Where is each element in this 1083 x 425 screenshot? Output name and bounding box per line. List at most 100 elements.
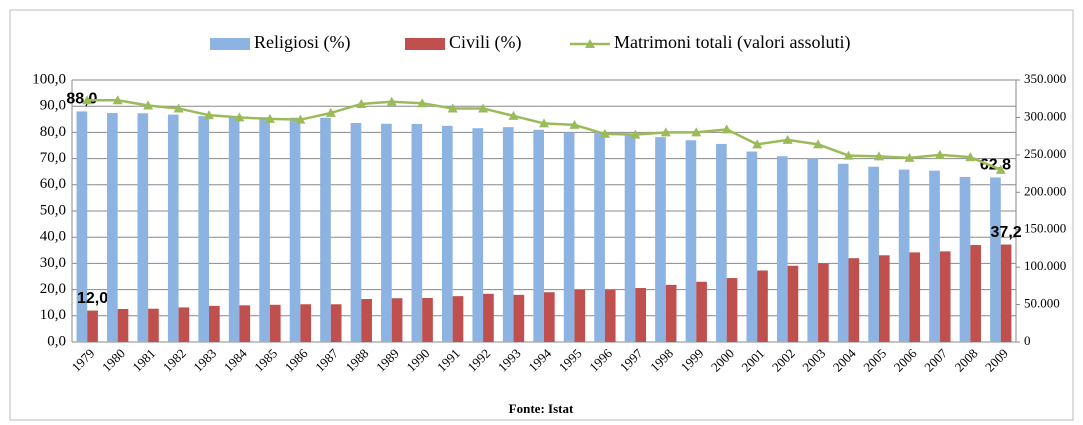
bar [1000, 244, 1012, 342]
legend-label: Matrimoni totali (valori assoluti) [614, 32, 850, 53]
y-tick-label: 10,0 [40, 307, 66, 323]
bar [198, 116, 210, 342]
marker [599, 128, 610, 138]
bar [665, 284, 677, 342]
bar [635, 288, 647, 342]
marker [325, 107, 336, 117]
bar [381, 123, 392, 342]
bar [746, 151, 758, 342]
marker [752, 139, 763, 149]
marker [660, 127, 671, 137]
bar [391, 298, 403, 342]
marker [356, 98, 367, 108]
bar [228, 116, 240, 343]
bar [361, 299, 372, 342]
bar [178, 307, 190, 342]
legend-swatch [405, 38, 445, 50]
marker [904, 152, 915, 162]
marker [112, 95, 123, 105]
y-tick-label: 0,0 [47, 333, 66, 349]
bar [990, 177, 1001, 342]
marker [82, 95, 93, 105]
bar [878, 255, 890, 342]
y2-tick-label: 0 [1024, 333, 1031, 348]
bar [594, 132, 605, 342]
bar [848, 258, 860, 342]
legend-label: Religiosi (%) [254, 32, 351, 53]
bar [685, 140, 697, 342]
marker [965, 152, 976, 162]
marker [721, 124, 732, 134]
bar [300, 304, 312, 342]
y-tick-label: 50,0 [40, 202, 66, 218]
y2-tick-label: 200.000 [1024, 183, 1066, 198]
bar [502, 127, 514, 342]
bar [544, 292, 555, 342]
bar [167, 114, 179, 342]
bar [533, 129, 544, 342]
bar [411, 124, 423, 343]
y-tick-label: 70,0 [40, 150, 66, 166]
marker [934, 149, 945, 159]
y-tick-label: 30,0 [40, 255, 66, 271]
y2-tick-label: 300.000 [1024, 108, 1066, 123]
bar [696, 281, 707, 342]
bar [259, 117, 270, 342]
bar [209, 305, 220, 342]
marker [630, 129, 641, 139]
bar [726, 278, 738, 342]
y2-tick-label: 50.000 [1024, 296, 1060, 311]
marker [386, 96, 397, 106]
bar [563, 132, 575, 342]
legend-label: Civili (%) [449, 32, 522, 53]
marker [813, 139, 824, 149]
bar [929, 170, 940, 342]
bar [970, 245, 981, 342]
bar [757, 270, 768, 342]
bar [868, 166, 879, 342]
marker [843, 150, 854, 160]
marker [204, 110, 215, 120]
bar [483, 293, 494, 342]
marker [478, 103, 489, 113]
bar [320, 117, 331, 342]
bar [137, 113, 149, 342]
source: Fonte: Istat [509, 401, 574, 416]
bar [909, 252, 921, 342]
bar [776, 156, 788, 342]
bar [289, 117, 301, 342]
data-label: 62,8 [980, 157, 1011, 174]
y2-tick-label: 150.000 [1024, 221, 1066, 236]
bar [807, 158, 819, 342]
bar [898, 169, 910, 342]
marker [782, 134, 793, 144]
bar [148, 308, 159, 342]
marker [295, 114, 306, 124]
marker [569, 119, 580, 129]
marker [143, 100, 154, 110]
bar [76, 111, 88, 342]
y-tick-label: 100,0 [32, 71, 66, 87]
bar [716, 143, 727, 342]
marker [234, 112, 245, 122]
bar [350, 122, 362, 342]
data-label: 37,2 [991, 224, 1022, 241]
data-label: 12,0 [77, 290, 108, 307]
bar [330, 304, 342, 342]
bar [787, 265, 799, 342]
y-tick-label: 60,0 [40, 176, 66, 192]
bar [269, 304, 281, 342]
bar [117, 308, 129, 342]
marker [691, 127, 702, 137]
bar [959, 176, 971, 342]
bar [472, 128, 484, 342]
bar [574, 289, 586, 342]
marker [173, 103, 184, 113]
bar [939, 251, 951, 342]
bar [441, 125, 453, 342]
bar [837, 163, 849, 342]
bar [818, 263, 829, 342]
y-tick-label: 40,0 [40, 229, 66, 245]
marker [539, 118, 549, 128]
